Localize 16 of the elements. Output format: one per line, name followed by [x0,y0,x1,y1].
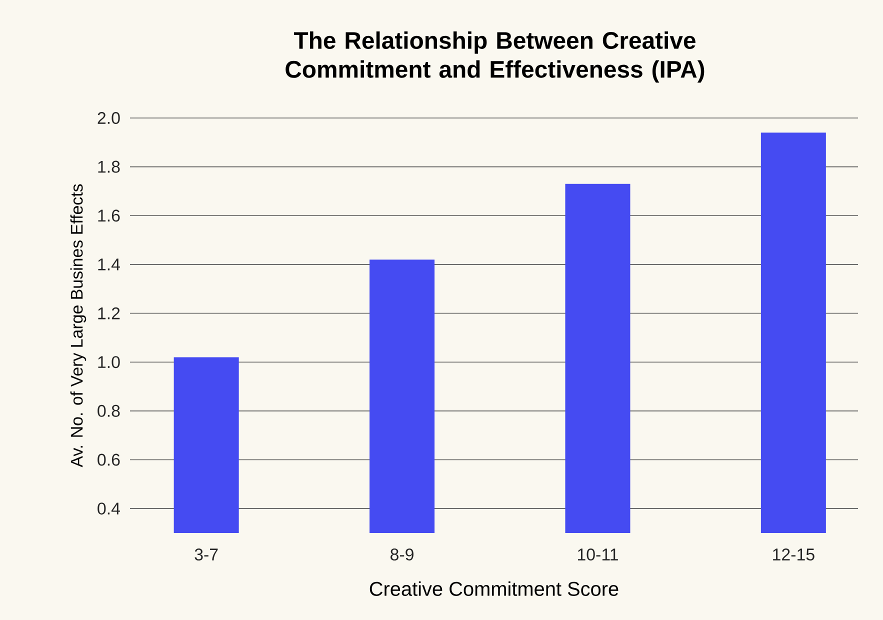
chart-title: The Relationship Between Creative Commitment and Effectiveness (IPA) [286,31,704,83]
x-tick-label: 3-7 [194,548,218,561]
y-tick-label: 0.8 [98,404,120,417]
y-tick-label: 0.6 [98,454,120,466]
y-tick-label: 1.2 [98,307,120,320]
y-tick-label: 2.0 [98,112,120,124]
x-tick-label: 10-11 [578,548,618,561]
y-axis-title: Av. No. of Very Large Busines Effects [70,184,86,468]
y-tick-label: 0.4 [98,502,120,515]
x-tick-label: 12-15 [773,548,814,561]
x-tick-label: 8-9 [390,548,414,561]
x-axis-title: Creative Commitment Score [370,581,618,596]
y-tick-label: 1.8 [98,160,120,173]
y-tick-label: 1.4 [98,258,120,270]
y-tick-label: 1.0 [98,356,120,368]
y-tick-label: 1.6 [98,210,120,222]
